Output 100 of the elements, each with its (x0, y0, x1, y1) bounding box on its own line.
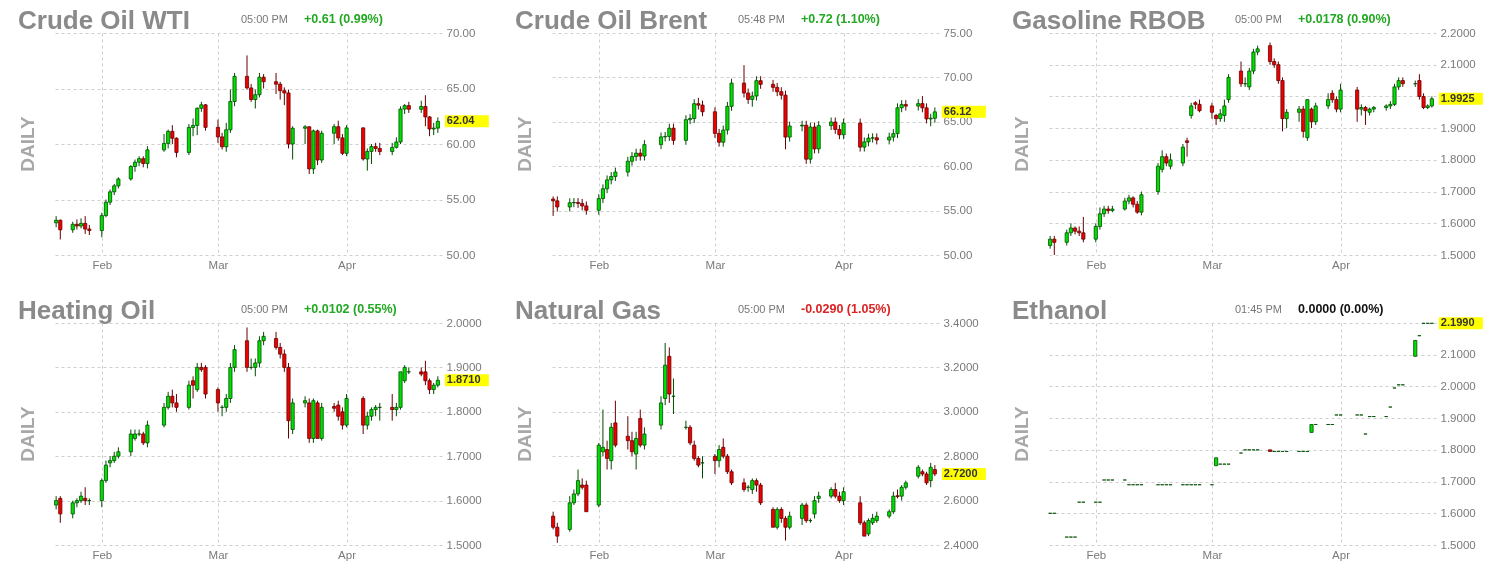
candlestick (191, 375, 196, 399)
candlestick (1301, 105, 1306, 139)
y-tick-label: 1.7000 (1440, 185, 1476, 198)
text: 05:00 PM (737, 303, 785, 315)
text: +0.72 (1.10%) (801, 12, 880, 26)
x-tick-label: Feb (589, 548, 610, 561)
candlestick (571, 197, 576, 208)
candlestick (800, 502, 805, 526)
x-tick-label: Apr (835, 258, 854, 271)
y-axis-title: DAILY (514, 116, 535, 172)
y-tick-label: 1.6000 (1440, 506, 1476, 519)
candlestick (629, 431, 634, 457)
candlestick (1284, 108, 1289, 129)
x-tick-label: Feb (92, 258, 113, 271)
candlestick (1139, 191, 1144, 216)
candlestick (303, 395, 308, 408)
x-tick-label: Feb (1086, 548, 1107, 561)
candlestick (54, 495, 59, 510)
text: 0.0000 (0.00%) (1298, 302, 1384, 316)
candlestick (58, 218, 63, 240)
y-tick-label: 1.9000 (1440, 121, 1476, 134)
candlestick (717, 444, 722, 468)
candlestick (1338, 83, 1343, 113)
y-tick-label: 1.8000 (446, 405, 482, 418)
candlestick (771, 79, 776, 93)
annotation: 2.1990 (1440, 316, 1475, 329)
candlestick (58, 495, 63, 524)
candlestick (1326, 92, 1331, 110)
text: +0.0102 (0.55%) (304, 302, 397, 316)
x-tick-label: Mar (1202, 258, 1223, 271)
text: 05:00 PM (240, 303, 288, 315)
candlestick (683, 114, 688, 146)
candlestick (365, 147, 370, 172)
y-tick-label: 1.7000 (446, 449, 482, 462)
y-axis-title: DAILY (1011, 116, 1032, 172)
y-tick-label: 2.2000 (1440, 26, 1476, 39)
y-tick-label: 1.8000 (1440, 153, 1476, 166)
x-tick-label: Apr (338, 548, 357, 561)
text: 05:00 PM (240, 13, 288, 25)
chart-title: Ethanol (1012, 295, 1108, 325)
candlestick (54, 215, 59, 228)
x-tick-label: Mar (208, 258, 229, 271)
text: 05:00 PM (1234, 13, 1282, 25)
y-tick-label: 2.4000 (943, 538, 979, 551)
annotation: 66.12 (943, 104, 972, 117)
y-tick-label: 55.00 (943, 204, 973, 217)
candlestick (145, 420, 150, 448)
candlestick (800, 120, 805, 132)
candlestick (841, 118, 846, 140)
annotation: 1.8710 (446, 373, 481, 386)
annotation: 62.04 (446, 114, 476, 127)
candlestick (1081, 216, 1086, 243)
y-tick-label: 50.00 (943, 248, 973, 261)
candlestick (203, 103, 208, 132)
x-tick-label: Feb (1086, 258, 1107, 271)
y-tick-label: 50.00 (446, 248, 476, 261)
candlestick (332, 123, 337, 145)
y-tick-label: 2.8000 (943, 449, 979, 462)
candlestick (145, 145, 150, 169)
y-tick-label: 2.6000 (943, 494, 979, 507)
candlestick (932, 106, 937, 124)
candlestick (423, 94, 428, 127)
candlestick (613, 400, 618, 448)
candlestick (137, 429, 142, 437)
candlestick (771, 506, 776, 528)
y-tick-label: 2.0000 (1440, 379, 1476, 392)
candlestick (1313, 102, 1318, 126)
candlestick (625, 156, 630, 177)
candlestick (812, 122, 817, 154)
y-tick-label: 65.00 (943, 115, 973, 128)
y-tick-label: 60.00 (446, 137, 476, 150)
candlestick (435, 375, 440, 388)
x-tick-label: Apr (1332, 258, 1351, 271)
candlestick (1185, 137, 1190, 158)
candlestick (1239, 61, 1243, 88)
y-tick-label: 1.5000 (446, 538, 482, 551)
y-tick-label: 2.1000 (1440, 348, 1476, 361)
candlestick (742, 477, 746, 493)
y-tick-label: 1.9000 (446, 360, 482, 373)
chart-title: Heating Oil (18, 295, 156, 325)
candlestick (816, 120, 821, 154)
y-tick-label: 1.9000 (1440, 411, 1476, 424)
y-tick-label: 1.8000 (1440, 443, 1476, 456)
x-tick-label: Feb (92, 548, 113, 561)
candlestick (787, 121, 792, 143)
y-axis-title: DAILY (17, 116, 38, 172)
x-tick-label: Mar (705, 258, 726, 271)
y-tick-label: 1.5000 (1440, 248, 1476, 261)
y-tick-label: 1.6000 (1440, 216, 1476, 229)
x-tick-label: Apr (1332, 548, 1351, 561)
y-tick-label: 75.00 (943, 26, 973, 39)
y-tick-label: 1.5000 (1440, 538, 1476, 551)
candlestick (1363, 105, 1368, 126)
y-tick-label: 2.0000 (446, 316, 482, 329)
candlestick (932, 464, 937, 477)
candlestick (195, 106, 200, 136)
candlestick (1052, 235, 1057, 256)
candlestick (700, 455, 705, 479)
annotation: 2.7200 (943, 466, 978, 479)
candlestick (332, 402, 337, 413)
